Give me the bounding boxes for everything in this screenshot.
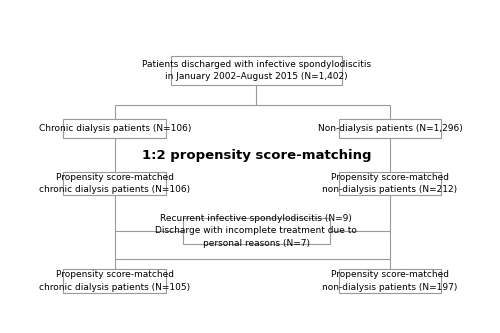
Text: Patients discharged with infective spondylodiscitis
in January 2002–August 2015 : Patients discharged with infective spond… — [142, 60, 371, 81]
FancyBboxPatch shape — [338, 269, 442, 292]
Text: Propensity score-matched
non-dialysis patients (N=212): Propensity score-matched non-dialysis pa… — [322, 173, 458, 194]
FancyBboxPatch shape — [171, 56, 342, 86]
Text: Propensity score-matched
chronic dialysis patients (N=105): Propensity score-matched chronic dialysi… — [39, 270, 190, 292]
Text: Non-dialysis patients (N=1,296): Non-dialysis patients (N=1,296) — [318, 124, 462, 133]
Text: 1:2 propensity score-matching: 1:2 propensity score-matching — [142, 150, 371, 163]
FancyBboxPatch shape — [64, 172, 166, 195]
FancyBboxPatch shape — [338, 119, 442, 138]
Text: Chronic dialysis patients (N=106): Chronic dialysis patients (N=106) — [38, 124, 191, 133]
FancyBboxPatch shape — [182, 218, 330, 244]
FancyBboxPatch shape — [64, 119, 166, 138]
Text: Propensity score-matched
chronic dialysis patients (N=106): Propensity score-matched chronic dialysi… — [39, 173, 190, 194]
FancyBboxPatch shape — [338, 172, 442, 195]
Text: Recurrent infective spondylodiscitis (N=9)
Discharge with incomplete treatment d: Recurrent infective spondylodiscitis (N=… — [156, 214, 357, 248]
FancyBboxPatch shape — [64, 269, 166, 292]
Text: Propensity score-matched
non-dialysis patients (N=197): Propensity score-matched non-dialysis pa… — [322, 270, 458, 292]
